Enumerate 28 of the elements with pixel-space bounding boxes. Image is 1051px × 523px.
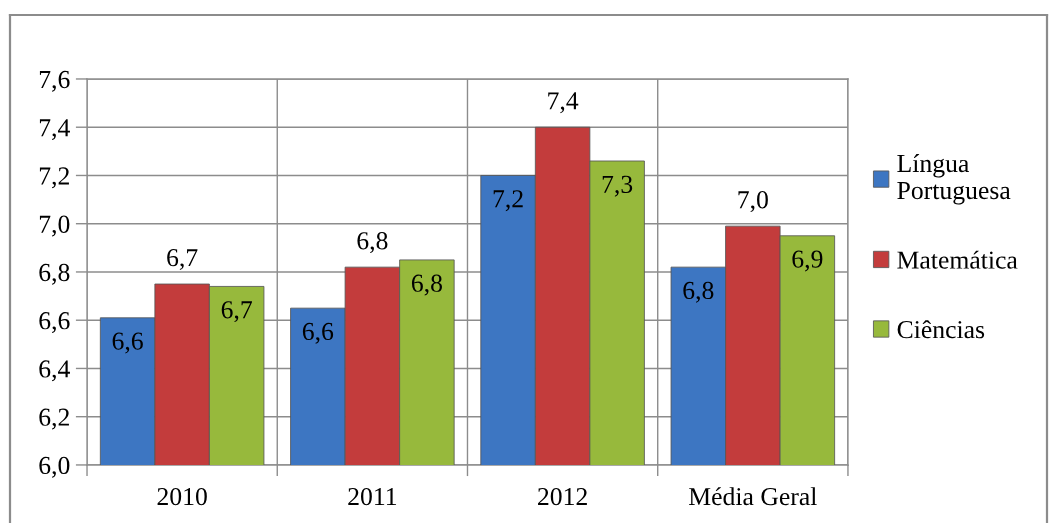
x-tick-label: 2011 [348,487,397,506]
data-label: 6,8 [411,274,442,296]
y-tick-label: 7,2 [39,167,69,189]
legend-label: Língua Portuguesa [897,154,1011,205]
y-tick-label: 6,8 [39,263,70,285]
y-tick-label: 6,2 [39,408,69,430]
data-label: 6,7 [167,249,198,270]
data-label: 7,0 [738,191,768,213]
data-label: 6,6 [112,332,143,354]
data-label: 6,8 [357,232,388,254]
data-label: 7,4 [548,92,579,114]
x-tick-label: 2012 [538,487,587,506]
data-label: 6,6 [302,322,334,344]
x-tick-label: Média Geral [689,487,817,506]
data-label: 7,2 [493,190,523,212]
data-label: 6,8 [683,281,714,303]
data-label: 6,9 [792,250,823,272]
legend-label: Matemática [897,250,1018,269]
y-tick-label: 7,0 [39,215,70,237]
y-tick-label: 7,4 [39,119,70,141]
y-tick-label: 6,4 [39,360,70,382]
y-tick-label: 7,6 [39,70,70,92]
data-label: 7,3 [602,175,633,197]
data-label: 6,7 [221,301,252,323]
y-tick-label: 6,0 [39,456,70,478]
legend-label: Ciências [897,320,985,339]
x-tick-label: 2010 [157,487,207,506]
y-tick-label: 6,6 [39,312,70,334]
